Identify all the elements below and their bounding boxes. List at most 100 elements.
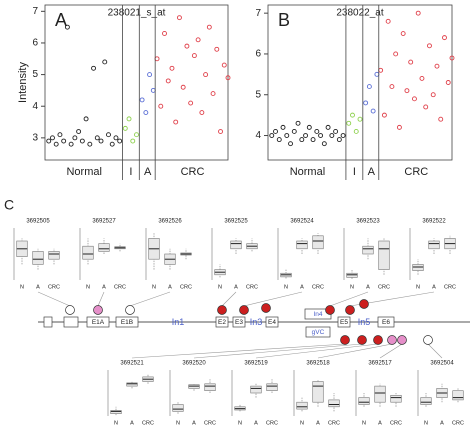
data-point [438,116,444,122]
data-point [396,124,402,130]
data-point [218,129,223,134]
data-point [87,141,93,147]
x-tick-label: N [86,284,90,290]
chart-title: 3692522 [422,219,446,225]
box [172,404,184,412]
x-tick-label: A [432,284,436,290]
chart-title: 3692520 [182,361,206,367]
data-point [329,133,335,138]
data-point [404,88,410,94]
data-point [445,80,451,85]
y-tick-label: 4 [32,101,38,112]
panel-letter: B [278,10,290,30]
chart-title: 3692504 [430,361,454,367]
box [296,240,308,250]
x-tick-label: N [218,284,222,290]
exon-box [337,316,351,328]
group-label: I [353,166,356,178]
chart-title: 3692527 [92,219,116,225]
x-tick-label: N [416,284,420,290]
exon-box [265,316,279,328]
data-point [214,46,220,52]
data-point [357,116,363,122]
probe-marker [359,299,369,309]
y-tick-label: 6 [255,49,261,60]
probe-marker [125,305,135,315]
data-point [61,138,67,144]
data-point [321,141,327,147]
probe-marker [373,335,383,345]
data-point [46,138,52,144]
data-point [295,120,301,126]
x-tick-label: A [102,284,106,290]
exon-box [305,326,331,338]
data-point [206,24,212,30]
exon-label: In4 [313,311,322,318]
box [126,382,138,387]
group-label: CRC [181,166,205,178]
plot-frame [267,4,453,161]
data-point [68,141,74,147]
probe-marker [65,305,75,315]
connector [37,291,71,307]
chart-title: 3692523 [356,219,380,225]
box [328,399,340,408]
data-point [195,37,201,43]
x-tick-label: N [424,420,428,426]
connector [131,343,346,359]
box [374,385,386,403]
data-point [318,133,324,138]
probe-marker [423,335,433,345]
connector [379,343,403,359]
chart-title: 3692525 [224,219,248,225]
data-point [288,141,293,147]
data-point [191,53,197,59]
connector [129,291,171,307]
exon-label: In3 [250,317,263,327]
data-point [162,31,167,36]
y-tick-label: 5 [255,89,261,100]
exon-label: E4 [268,319,276,326]
x-tick-label: N [20,284,24,290]
data-point [340,133,346,138]
data-point [50,135,55,141]
y-tick-label: 7 [255,8,261,19]
connector [255,343,379,359]
chart-title: 3692524 [290,219,314,225]
x-tick-label: CRC [266,420,278,426]
data-point [336,137,342,143]
data-point [389,84,395,90]
data-point [303,133,309,138]
x-tick-label: A [316,420,320,426]
chart-title: 3692518 [306,361,330,367]
chart-title: 3692517 [368,361,392,367]
exon-label: E2 [218,319,226,326]
y-tick-label: 6 [32,38,38,49]
data-point [280,124,286,130]
data-point [188,100,194,106]
exon-box [86,316,110,328]
data-point [221,62,227,68]
chart-title: 3692521 [120,361,144,367]
box [98,243,110,252]
data-point [350,112,355,118]
data-point [427,43,432,49]
data-point [385,18,391,24]
group-label: Normal [290,166,325,178]
box [32,251,44,265]
box [346,272,358,278]
data-point [449,55,455,61]
x-tick-label: A [192,420,196,426]
data-point [430,92,436,98]
probe-marker [239,305,249,315]
x-tick-label: CRC [444,284,456,290]
connector [193,343,363,359]
data-point [134,132,139,138]
probe-marker [357,335,367,345]
data-point [79,138,85,144]
data-point [143,110,149,116]
data-point [126,116,132,122]
data-point [106,132,111,138]
